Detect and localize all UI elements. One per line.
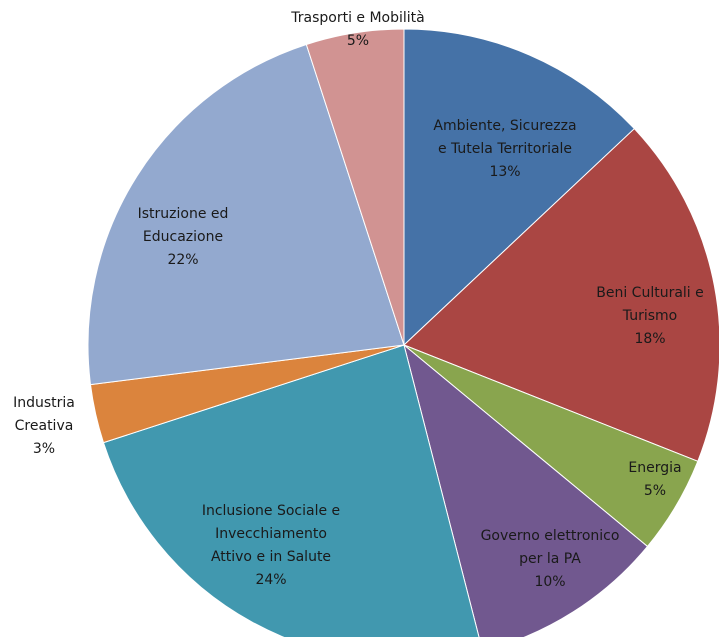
slice-label-beni-culturali: Beni Culturali e Turismo 18% xyxy=(596,285,704,347)
slice-percent-beni-culturali: 18% xyxy=(634,331,665,347)
pie-slice-governo xyxy=(403,343,649,637)
slice-name-line: Inclusione Sociale e xyxy=(202,503,340,519)
slice-name-line: Invecchiamento xyxy=(215,526,327,542)
slice-percent-ambiente: 13% xyxy=(489,164,520,180)
slice-name-line: Educazione xyxy=(143,229,223,245)
slice-label-energia: Energia 5% xyxy=(628,460,681,499)
pie-slices xyxy=(87,28,719,637)
pie-slice-istruzione xyxy=(87,43,405,386)
slice-percent-energia: 5% xyxy=(644,483,666,499)
slice-percent-inclusione: 24% xyxy=(255,572,286,588)
slice-name-line: per la PA xyxy=(519,551,581,567)
slice-name-line: Energia xyxy=(628,460,681,476)
slice-name-line: Beni Culturali e xyxy=(596,285,704,301)
slice-name-line: Turismo xyxy=(622,308,677,324)
slice-label-industria: Industria Creativa 3% xyxy=(13,395,75,457)
slice-label-istruzione: Istruzione ed Educazione 22% xyxy=(138,206,229,268)
slice-name-line: Ambiente, Sicurezza xyxy=(433,118,576,134)
slice-name-line: Governo elettronico xyxy=(481,528,620,544)
pie-slice-ambiente xyxy=(403,28,636,347)
slice-percent-industria: 3% xyxy=(33,441,55,457)
pie-slice-trasporti xyxy=(305,28,405,346)
slice-name-line: e Tutela Territoriale xyxy=(438,141,572,157)
slice-name-line: Attivo e in Salute xyxy=(211,549,331,565)
slice-label-inclusione: Inclusione Sociale e Invecchiamento Attivo… xyxy=(202,503,340,588)
slice-name-line: Trasporti e Mobilità xyxy=(290,10,425,26)
slice-name-line: Istruzione ed xyxy=(138,206,229,222)
slice-percent-trasporti: 5% xyxy=(347,33,369,49)
slice-label-ambiente: Ambiente, Sicurezza e Tutela Territoriale… xyxy=(433,118,576,180)
slice-name-line: Creativa xyxy=(15,418,74,434)
slice-percent-governo: 10% xyxy=(534,574,565,590)
pie-slice-beni-culturali xyxy=(403,127,719,462)
slice-percent-istruzione: 22% xyxy=(167,252,198,268)
pie-labels: Ambiente, Sicurezza e Tutela Territoriale… xyxy=(13,10,704,590)
slice-label-trasporti: Trasporti e Mobilità 5% xyxy=(290,10,425,49)
slice-name-line: Industria xyxy=(13,395,75,411)
slice-label-governo: Governo elettronico per la PA 10% xyxy=(481,528,620,590)
pie-slice-inclusione xyxy=(102,344,480,637)
